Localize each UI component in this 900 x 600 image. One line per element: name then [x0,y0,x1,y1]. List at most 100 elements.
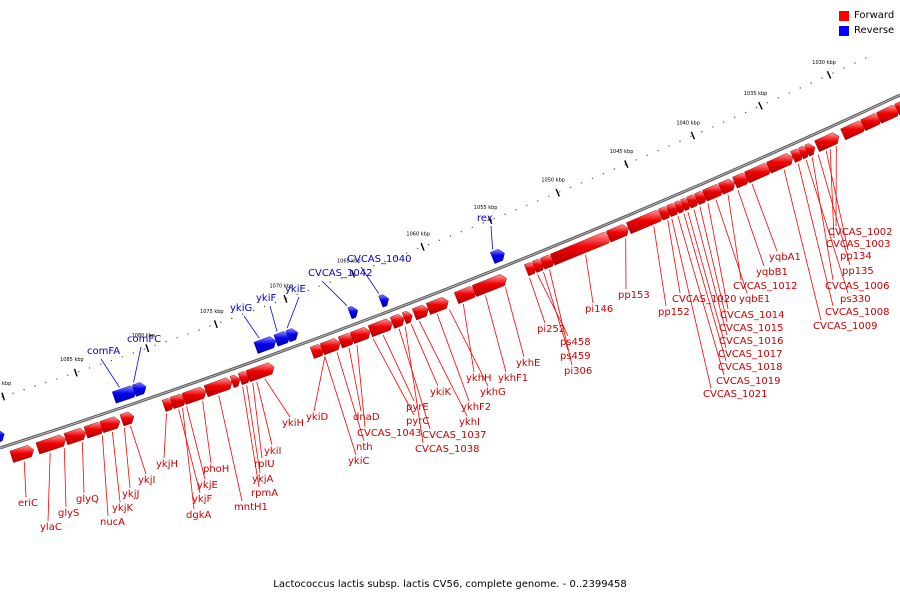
gene-label-pp152: pp152 [658,307,690,318]
forward-feature-block [367,318,393,338]
scale-tick [624,160,629,169]
leader-yqbe1 [715,199,748,294]
scale-dot [99,363,102,365]
scale-dot [515,209,517,211]
leader-dgka [182,407,195,510]
gene-label-ykjj: ykjJ [122,489,139,500]
scale-dot [646,154,648,156]
gene-label-cvcas-1019: CVCAS_1019 [716,376,780,387]
gene-label-ykje: ykjE [197,480,218,491]
leader-yqbb1 [737,189,765,267]
scale-dot [854,62,856,64]
scale-dot [723,121,725,123]
scale-tick [283,294,288,303]
gene-label-cvcas-1021: CVCAS_1021 [703,389,767,400]
forward-feature-block [63,427,87,446]
gene-label-ykhg: ykhG [480,387,506,398]
scale-dot [438,239,441,241]
leader-cvcas-1016 [693,209,728,336]
reverse-feature-block [378,294,389,308]
reverse-feature-block [490,248,505,264]
caption-range: 0..2399458 [569,579,627,590]
leader-ykig [243,315,260,339]
gene-label-cvcas-1014: CVCAS_1014 [720,310,784,321]
scale-label-1085-kbp: 1085 kbp [60,357,84,363]
forward-feature-block [401,310,413,325]
gene-label-cvcas-1042: CVCAS_1042 [308,268,372,279]
forward-feature-block [9,445,34,463]
scale-dot [110,359,113,362]
scale-label-1035-kbp: 1035 kbp [744,91,768,97]
leader-ps459 [543,271,569,351]
scale-label-1065-kbp: 1065 kbp [337,258,361,264]
forward-feature-block [814,132,840,152]
scale-dot [744,111,747,114]
gene-label-rplu: rplU [254,459,275,470]
forward-feature-block [840,120,866,141]
leader-cvcas-1043 [356,344,366,428]
forward-feature-block [453,285,477,304]
scale-dot [176,337,178,339]
scale-dot [712,126,714,128]
scale-dot [832,72,834,74]
scale-dot [821,77,823,79]
leader-ykjh [163,413,167,459]
scale-ticks: 1030 kbp 1035 kbp 1040 kbp 1045 kbp 1050 kbp… [0,57,867,401]
scale-tick [73,368,78,377]
scale-dot [56,378,58,380]
scale-dot [427,243,430,246]
scale-dot [537,200,539,202]
scale-dot [263,305,266,308]
gene-label-pi306: pi306 [564,366,592,377]
gene-label-pp135: pp135 [842,266,874,277]
leader-cvcas-1042 [321,280,348,307]
scale-dot [23,389,25,391]
forward-feature-block [471,274,507,297]
gene-label-ykhf1: ykhF1 [498,373,528,384]
leader-ykik [410,324,439,387]
leader-mnth1 [218,395,243,502]
leader-ykjf [178,409,201,494]
scale-dot [384,260,386,263]
scale-dot [471,226,473,228]
scale-dot [460,231,462,233]
gene-label-ykji: ykjI [138,475,155,486]
scale-dot [274,301,277,304]
leader-cvcas-1003 [829,148,835,239]
scale-dot [67,374,69,376]
leader-cvcas-1019 [677,215,725,376]
gene-label-rex: rex [477,213,493,224]
leader-ykhf2 [436,313,470,402]
leader-ykic [324,356,357,456]
gene-label-ykih: ykiH [282,418,304,429]
forward-label: Forward [854,10,895,21]
forward-feature-block [119,411,135,427]
scale-dot [34,385,36,387]
forward-feature-block [99,416,121,434]
scale-dot [198,329,200,331]
map-caption: Lactococcus lactis subsp. lactis CV56, c… [0,579,900,590]
reverse-feature-block [253,336,277,354]
reverse-feature-block [347,305,359,320]
forward-swatch [839,10,849,21]
scale-dot [187,333,189,335]
leader-cvcas-1021 [671,218,712,389]
scale-label-1075-kbp: 1075 kbp [200,309,224,315]
gene-label-cvcas-1008: CVCAS_1008 [825,307,889,318]
scale-dot [591,177,594,179]
reverse-swatch [839,25,849,36]
gene-label-ykjf: ykjF [192,494,212,505]
gene-label-cvcas-1015: CVCAS_1015 [719,323,783,334]
leader-ykhf1 [485,295,507,373]
scale-dot [690,135,692,138]
label-leader-lines [23,146,851,522]
scale-tick [555,188,560,197]
caption-genome: Lactococcus lactis subsp. lactis CV56, c… [273,579,560,590]
scale-dot [242,313,244,316]
gene-label-comfa: comFA [87,346,120,357]
scale-dot [78,370,80,373]
forward-feature-block [319,338,341,356]
gene-label-cvcas-1003: CVCAS_1003 [826,239,890,250]
